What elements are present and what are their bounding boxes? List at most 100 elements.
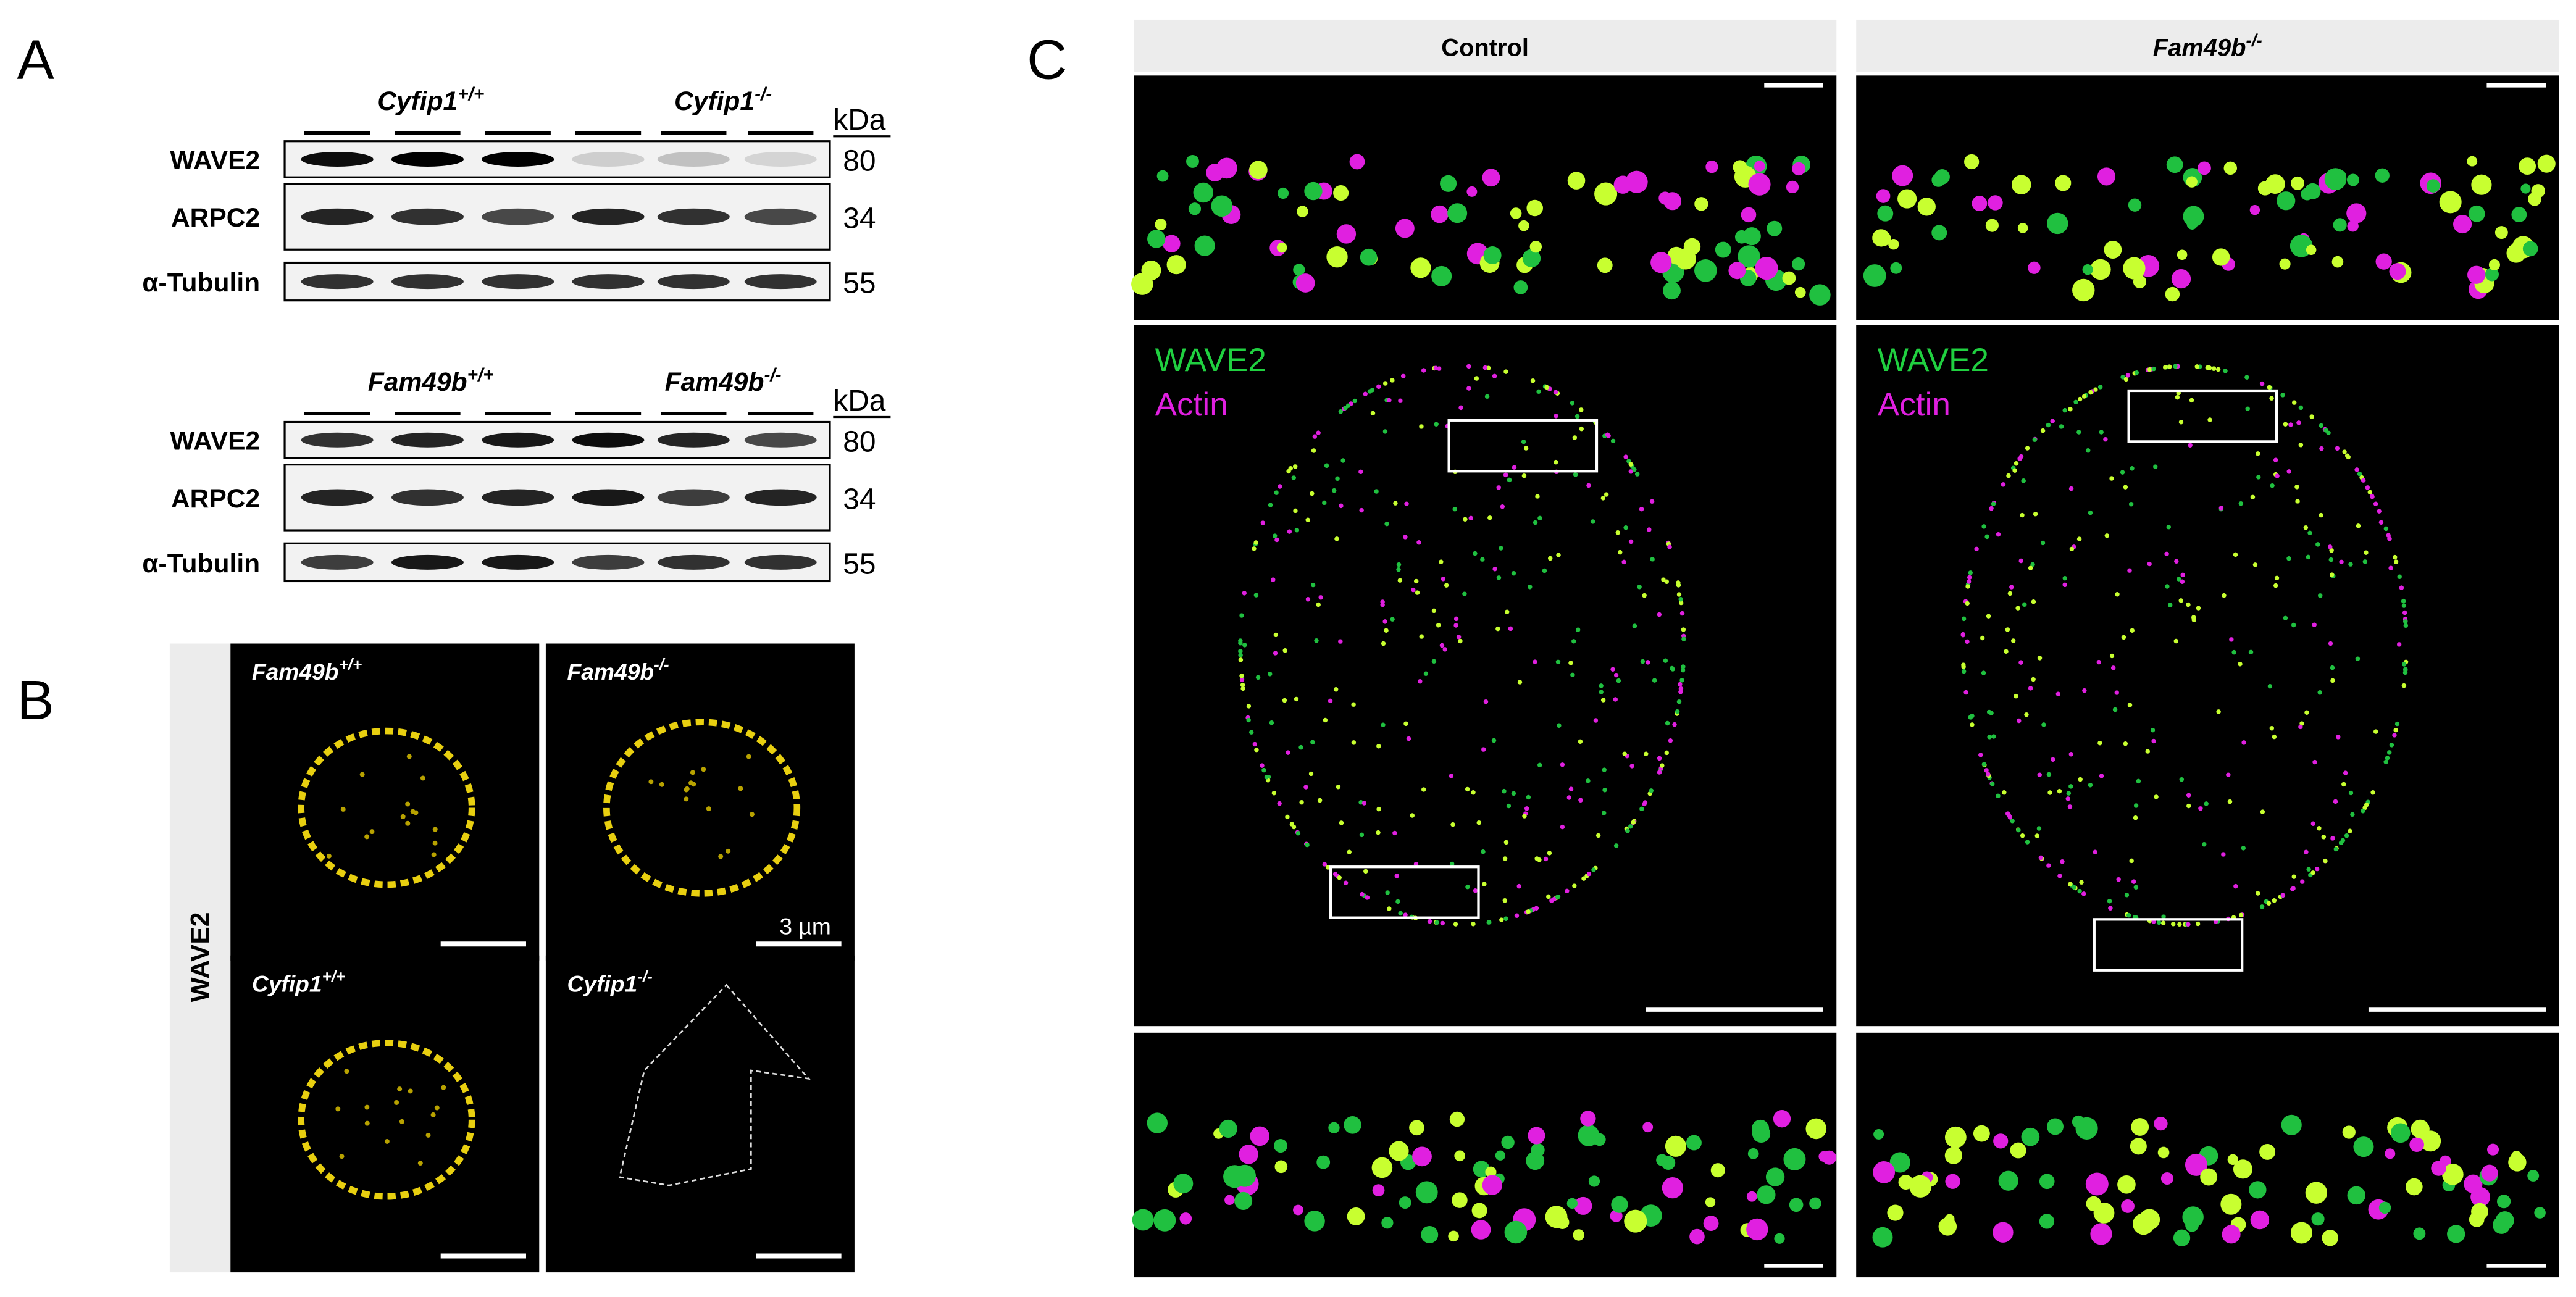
speckle — [1439, 643, 1445, 648]
speckle — [2470, 1187, 2490, 1207]
speckle — [1984, 534, 1989, 540]
speckle — [1686, 1135, 1702, 1151]
speckle — [1934, 169, 1950, 185]
speckle — [2178, 420, 2184, 425]
speckle — [1642, 800, 1648, 805]
speckle — [2012, 468, 2017, 473]
speckle — [1376, 806, 1381, 812]
speckle — [2134, 370, 2139, 375]
speckle — [2393, 727, 2398, 733]
speckle — [1246, 704, 1252, 709]
speckle — [2298, 442, 2304, 448]
speckle — [2250, 494, 2256, 500]
speckle — [1376, 830, 1381, 835]
speckle — [1774, 1233, 1785, 1244]
speckle — [2520, 183, 2531, 194]
speckle — [1439, 559, 1444, 564]
speckle — [2283, 422, 2288, 427]
speckle — [2471, 174, 2492, 195]
speckle — [1553, 390, 1558, 395]
speckle — [1678, 682, 1683, 687]
speckle — [2307, 530, 2312, 535]
speckle — [2067, 804, 2073, 809]
speckle — [2065, 796, 2070, 801]
speckle — [1637, 585, 1642, 590]
speckle — [1511, 570, 1516, 576]
speckle — [2077, 888, 2082, 894]
speckle — [2403, 623, 2409, 628]
speckle — [1555, 659, 1561, 665]
speckle — [1264, 775, 1269, 780]
speckle — [1747, 1148, 1759, 1159]
speckle — [2274, 575, 2280, 581]
genotype-label: Fam49b-/- — [567, 655, 669, 685]
speckle — [1398, 398, 1403, 403]
speckle — [1411, 587, 1416, 593]
speckle — [1593, 718, 1599, 723]
speckle — [2403, 667, 2408, 673]
speckle — [2128, 198, 2142, 212]
band — [301, 208, 374, 225]
speckle — [1676, 699, 1682, 704]
speckle — [2319, 446, 2324, 451]
speckle — [726, 848, 731, 854]
speckle — [1274, 537, 1279, 543]
speckle — [2215, 367, 2221, 372]
speckle — [2068, 407, 2073, 412]
speckle — [2292, 400, 2297, 405]
speckle — [2267, 683, 2273, 689]
speckle — [1496, 575, 1502, 580]
speckle — [1547, 851, 1552, 856]
speckle — [1347, 849, 1352, 855]
speckle — [1360, 891, 1365, 897]
speckle — [1634, 472, 1640, 477]
speckle — [1604, 492, 1609, 497]
band — [301, 489, 374, 506]
speckle — [1179, 1212, 1192, 1225]
speckle — [2223, 369, 2228, 373]
speckle — [1487, 515, 1492, 520]
speckle — [1293, 508, 1298, 514]
speckle — [2186, 922, 2191, 927]
speckle — [2485, 267, 2499, 282]
speckle — [1565, 888, 1570, 894]
speckle — [339, 1154, 345, 1159]
speckle — [2162, 365, 2168, 370]
speckle — [2121, 1199, 2135, 1213]
speckle — [1291, 475, 1297, 480]
blot-strip — [283, 464, 831, 532]
speckle — [2068, 784, 2073, 789]
speckle — [1234, 1164, 1256, 1187]
speckle — [1458, 638, 1463, 644]
speckle — [1370, 388, 1375, 393]
speckle — [1433, 365, 1439, 370]
speckle — [1282, 698, 1287, 703]
speckle — [1965, 601, 1970, 606]
speckle — [1662, 1177, 1683, 1199]
speckle — [2180, 572, 2185, 578]
speckle — [1679, 611, 1685, 616]
speckle — [1989, 506, 1994, 511]
speckle — [2108, 906, 2113, 911]
speckle — [2194, 364, 2200, 369]
size-label: 55 — [843, 548, 876, 580]
speckle — [1510, 207, 1522, 219]
speckle — [2017, 718, 2022, 724]
speckle — [1703, 1216, 1719, 1231]
speckle — [1649, 788, 1654, 793]
band — [744, 152, 817, 167]
speckle — [2055, 691, 2061, 696]
speckle — [2218, 506, 2224, 511]
speckle — [2300, 879, 2305, 884]
speckle — [1679, 678, 1684, 683]
speckle — [1340, 458, 1345, 463]
speckle — [1499, 546, 1503, 551]
genotype-label: Cyfip1+/+ — [252, 967, 345, 996]
speckle — [1501, 1135, 1515, 1149]
band — [744, 274, 817, 290]
speckle — [1586, 871, 1592, 877]
speckle — [1657, 770, 1662, 775]
speckle — [1545, 1206, 1568, 1228]
speckle — [1328, 1122, 1340, 1133]
speckle — [1789, 1198, 1804, 1212]
